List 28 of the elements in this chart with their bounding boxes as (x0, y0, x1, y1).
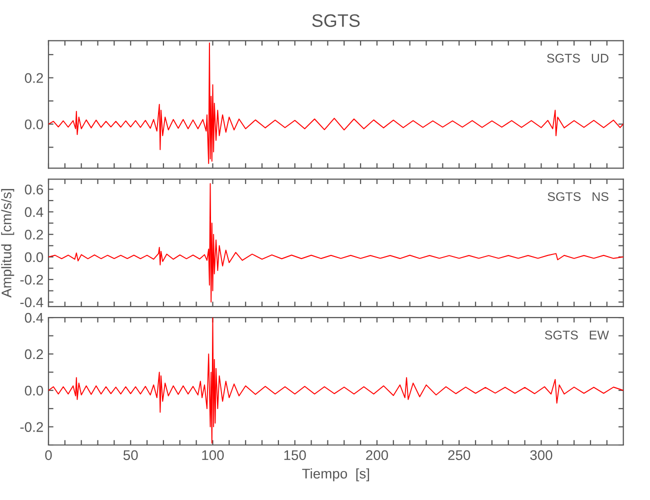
y-tick-label: 0.4 (24, 312, 44, 323)
x-tick-label: 200 (366, 450, 388, 460)
x-tick-label: 50 (123, 450, 138, 460)
y-axis-title: Amplitud [cm/s/s] (1, 189, 14, 298)
annotation: SGTS EW (544, 330, 609, 340)
x-tick-label: 0 (45, 450, 52, 460)
line-series (48, 42, 624, 164)
line-series (48, 183, 624, 303)
y-tick-label: 0.4 (24, 207, 44, 218)
y-tick-label: -0.2 (20, 422, 43, 432)
y-tick-label: -0.4 (20, 297, 44, 308)
y-tick-label: 0.2 (24, 73, 43, 83)
x-tick-label: 250 (448, 450, 470, 460)
x-tick-label: 100 (202, 450, 224, 460)
chart-title: SGTS (312, 14, 360, 27)
annotation: SGTS NS (548, 192, 608, 202)
y-tick-label: 0.2 (24, 230, 43, 240)
y-tick-label: 0.6 (24, 184, 44, 194)
x-axis-title: Tiempo [s] (302, 468, 370, 482)
line-series (48, 318, 624, 444)
x-tick-label: 300 (530, 450, 552, 460)
x-tick-label: 150 (284, 450, 306, 460)
annotation: SGTS UD (547, 54, 608, 63)
y-tick-label: 0.0 (24, 252, 44, 262)
y-tick-label: 0.0 (24, 386, 44, 396)
y-tick-label: 0.0 (24, 119, 44, 130)
y-tick-label: 0.2 (24, 349, 43, 360)
y-tick-label: -0.2 (20, 274, 43, 285)
